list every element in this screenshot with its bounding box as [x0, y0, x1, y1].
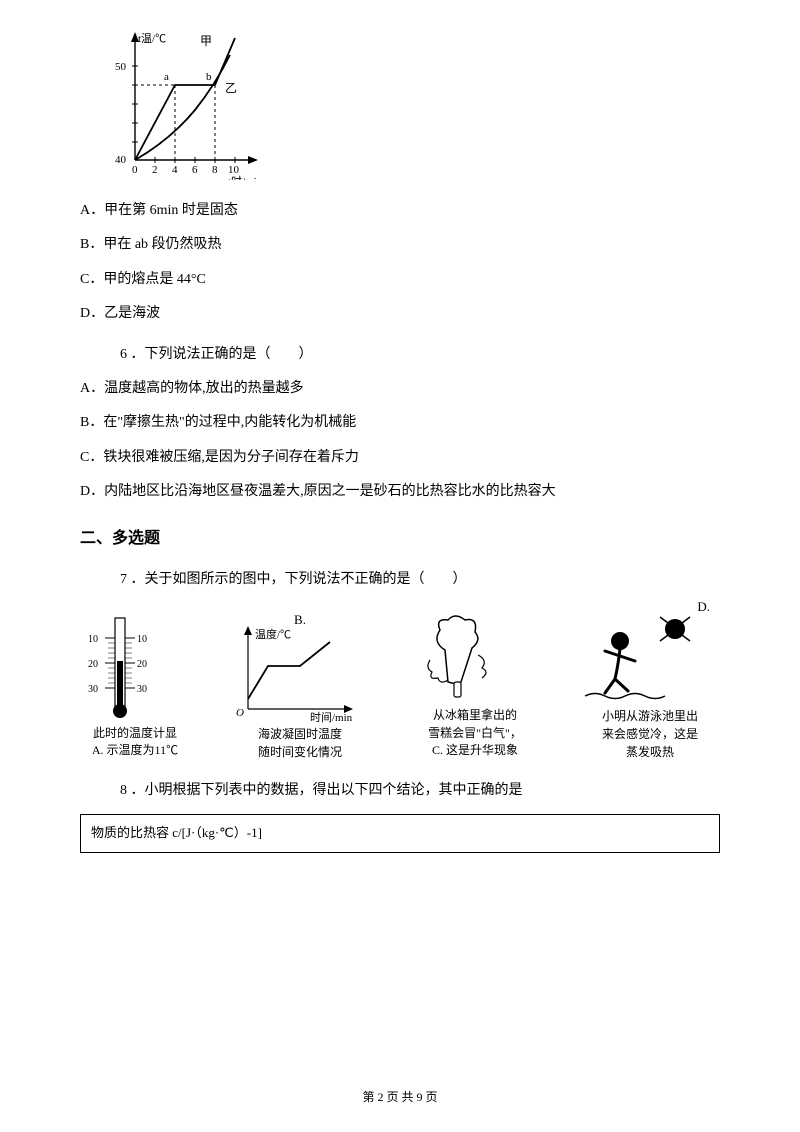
q7-item-c: 从冰箱里拿出的 雪糕会冒"白气"， C. 这是升华现象 [410, 610, 540, 761]
q8-number: 8 [120, 783, 127, 798]
q6-option-b: B．在"摩擦生热"的过程中,内能转化为机械能 [80, 412, 720, 434]
freezing-curve-chart: 温度/℃ 时间/min O [230, 624, 360, 724]
q8-table-header: 物质的比热容 c/[J·（kg·℃）-1] [91, 825, 262, 840]
svg-text:O: O [236, 707, 244, 719]
q5-option-a-text: 甲在第 6min 时是固态 [104, 203, 238, 218]
thermometer-icon: 10 10 20 20 30 30 [80, 613, 160, 723]
svg-text:30: 30 [88, 684, 98, 695]
series-jia [135, 38, 235, 160]
svg-text:30: 30 [137, 684, 147, 695]
q7-a-cap1: 此时的温度计显 [80, 725, 190, 741]
q7-d-cap2: 来会感觉冷，这是 [580, 726, 720, 742]
q7-images-row: 10 10 20 20 30 30 此时的温度计显 A. 示温度为11℃ [80, 610, 720, 761]
q6-stem: 6 ．下列说法正确的是（ ） [120, 344, 720, 366]
q5-chart: t温/℃ 50 40 0 2 4 6 8 10 t时/min 甲 乙 a b [110, 30, 720, 180]
q6-options: A．温度越高的物体,放出的热量越多 B．在"摩擦生热"的过程中,内能转化为机械能… [80, 378, 720, 504]
svg-text:20: 20 [88, 659, 98, 670]
swimmer-icon [580, 611, 700, 706]
q6-option-b-text: 在"摩擦生热"的过程中,内能转化为机械能 [103, 415, 356, 430]
svg-text:10: 10 [88, 634, 98, 645]
q7-item-b: B. 温度/℃ 时间/min O 海波凝固时温度 随时间变化情况 [230, 624, 370, 760]
q7-number: 7 [120, 572, 127, 587]
q5-option-b-text: 甲在 ab 段仍然吸热 [103, 237, 221, 252]
q7-item-a: 10 10 20 20 30 30 此时的温度计显 A. 示温度为11℃ [80, 613, 190, 760]
q6-option-c: C．铁块很难被压缩,是因为分子间存在着斥力 [80, 447, 720, 469]
q6-number: 6 [120, 347, 127, 362]
q7-a-cap2: 示温度为11℃ [107, 743, 179, 757]
q5-option-d-text: 乙是海波 [104, 306, 160, 321]
q7-b-cap1: 海波凝固时温度 [230, 726, 370, 742]
q7-stem-text: 关于如图所示的图中，下列说法不正确的是（ ） [145, 572, 467, 587]
popsicle-icon [410, 610, 510, 705]
q7-c-cap3: 这是升华现象 [446, 743, 518, 757]
q8-stem-text: 小明根据下列表中的数据，得出以下四个结论，其中正确的是 [145, 783, 523, 798]
svg-text:50: 50 [115, 61, 127, 73]
q8-stem: 8 ．小明根据下列表中的数据，得出以下四个结论，其中正确的是 [120, 780, 720, 802]
y-axis-label: t温/℃ [138, 32, 166, 45]
q7-stem: 7 ．关于如图所示的图中，下列说法不正确的是（ ） [120, 569, 720, 591]
q5-option-d: D．乙是海波 [80, 303, 720, 325]
q7-d-letter: D. [697, 597, 710, 618]
q6-option-c-text: 铁块很难被压缩,是因为分子间存在着斥力 [103, 450, 359, 465]
q6-option-a-text: 温度越高的物体,放出的热量越多 [104, 381, 304, 396]
svg-text:a: a [164, 71, 169, 83]
svg-text:甲: 甲 [200, 34, 212, 48]
series-yi [135, 55, 230, 160]
heating-curve-chart: t温/℃ 50 40 0 2 4 6 8 10 t时/min 甲 乙 a b [110, 30, 265, 180]
svg-text:0: 0 [132, 164, 138, 176]
q7-d-cap3: 蒸发吸热 [580, 744, 720, 760]
svg-text:b: b [206, 71, 212, 83]
svg-text:2: 2 [152, 164, 158, 176]
q7-c-cap2: 雪糕会冒"白气"， [410, 725, 540, 741]
q7-c-letter: C. [432, 743, 443, 757]
q7-c-cap1: 从冰箱里拿出的 [410, 707, 540, 723]
svg-text:20: 20 [137, 659, 147, 670]
q5-options: A．甲在第 6min 时是固态 B．甲在 ab 段仍然吸热 C．甲的熔点是 44… [80, 200, 720, 326]
q7-a-letter: A. [92, 743, 104, 757]
page-footer: 第 2 页 共 9 页 [0, 1088, 800, 1107]
q7-d-cap1: 小明从游泳池里出 [580, 708, 720, 724]
svg-text:温度/℃: 温度/℃ [255, 627, 291, 641]
svg-text:4: 4 [172, 164, 178, 176]
x-axis-label: t时/min [228, 175, 263, 180]
q5-option-a: A．甲在第 6min 时是固态 [80, 200, 720, 222]
q6-option-d: D．内陆地区比沿海地区昼夜温差大,原因之一是砂石的比热容比水的比热容大 [80, 481, 720, 503]
q5-option-c-text: 甲的熔点是 44°C [103, 272, 205, 287]
q6-stem-text: 下列说法正确的是（ ） [145, 347, 313, 362]
svg-text:40: 40 [115, 154, 127, 166]
svg-text:10: 10 [228, 164, 240, 176]
q7-item-d: D. 小明从游泳池里出 来会感觉冷，这是 蒸发吸热 [580, 611, 720, 761]
q6-option-a: A．温度越高的物体,放出的热量越多 [80, 378, 720, 400]
svg-text:6: 6 [192, 164, 198, 176]
q5-option-c: C．甲的熔点是 44°C [80, 269, 720, 291]
q7-b-letter: B. [294, 610, 306, 631]
q8-table: 物质的比热容 c/[J·（kg·℃）-1] [80, 814, 720, 853]
section-heading-2: 二、多选题 [80, 526, 720, 552]
svg-text:8: 8 [212, 164, 218, 176]
svg-text:时间/min: 时间/min [310, 711, 353, 724]
q6-option-d-text: 内陆地区比沿海地区昼夜温差大,原因之一是砂石的比热容比水的比热容大 [104, 484, 556, 499]
svg-text:10: 10 [137, 634, 147, 645]
svg-text:乙: 乙 [225, 81, 237, 95]
q7-b-cap2: 随时间变化情况 [230, 744, 370, 760]
q5-option-b: B．甲在 ab 段仍然吸热 [80, 234, 720, 256]
